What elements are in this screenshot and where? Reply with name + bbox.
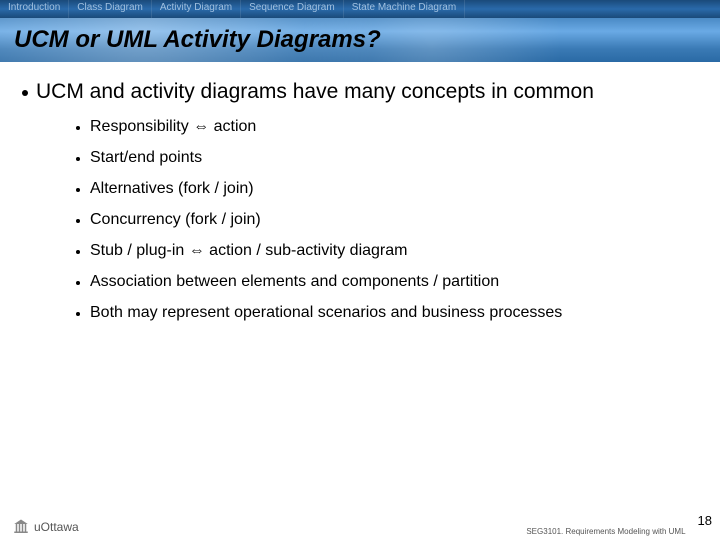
- bullet-dot-icon: [76, 219, 80, 223]
- footer-right: SEG3101. Requirements Modeling with UML …: [526, 513, 712, 536]
- list-item: Both may represent operational scenarios…: [76, 304, 698, 322]
- sub-bullet-text: Responsibility ⇔ action: [90, 118, 256, 136]
- title-bar: UCM or UML Activity Diagrams?: [0, 18, 720, 62]
- list-item: Stub / plug-in ⇔ action / sub-activity d…: [76, 242, 698, 260]
- list-item: Start/end points: [76, 149, 698, 167]
- university-logo: uOttawa: [12, 518, 79, 536]
- bullet-dot-icon: [76, 250, 80, 254]
- main-bullet-text: UCM and activity diagrams have many conc…: [36, 80, 594, 104]
- tab-state-machine[interactable]: State Machine Diagram: [344, 0, 466, 18]
- bullet-dot-icon: [76, 281, 80, 285]
- tab-sequence-diagram[interactable]: Sequence Diagram: [241, 0, 344, 18]
- building-icon: [12, 518, 30, 536]
- sub-bullet-list: Responsibility ⇔ action Start/end points…: [76, 118, 698, 322]
- sub-bullet-text: Concurrency (fork / join): [90, 211, 261, 229]
- tab-activity-diagram[interactable]: Activity Diagram: [152, 0, 241, 18]
- tab-introduction[interactable]: Introduction: [0, 0, 69, 18]
- sub-bullet-text: Stub / plug-in ⇔ action / sub-activity d…: [90, 242, 407, 260]
- course-label: SEG3101. Requirements Modeling with UML: [526, 527, 685, 536]
- slide-content: UCM and activity diagrams have many conc…: [0, 62, 720, 322]
- slide-title: UCM or UML Activity Diagrams?: [14, 26, 381, 54]
- page-number: 18: [698, 513, 712, 528]
- bullet-dot-icon: [76, 126, 80, 130]
- bullet-dot-icon: [76, 312, 80, 316]
- bullet-dot-icon: [76, 157, 80, 161]
- slide-footer: uOttawa SEG3101. Requirements Modeling w…: [0, 513, 720, 536]
- list-item: Association between elements and compone…: [76, 273, 698, 291]
- bullet-dot-icon: [22, 90, 28, 96]
- list-item: Responsibility ⇔ action: [76, 118, 698, 136]
- sub-bullet-text: Both may represent operational scenarios…: [90, 304, 562, 322]
- list-item: Concurrency (fork / join): [76, 211, 698, 229]
- logo-text: uOttawa: [34, 520, 79, 534]
- sub-bullet-text: Alternatives (fork / join): [90, 180, 254, 198]
- main-bullet: UCM and activity diagrams have many conc…: [22, 80, 698, 104]
- list-item: Alternatives (fork / join): [76, 180, 698, 198]
- sub-bullet-text: Start/end points: [90, 149, 202, 167]
- bullet-dot-icon: [76, 188, 80, 192]
- sub-bullet-text: Association between elements and compone…: [90, 273, 499, 291]
- nav-tabs: Introduction Class Diagram Activity Diag…: [0, 0, 720, 18]
- tab-class-diagram[interactable]: Class Diagram: [69, 0, 152, 18]
